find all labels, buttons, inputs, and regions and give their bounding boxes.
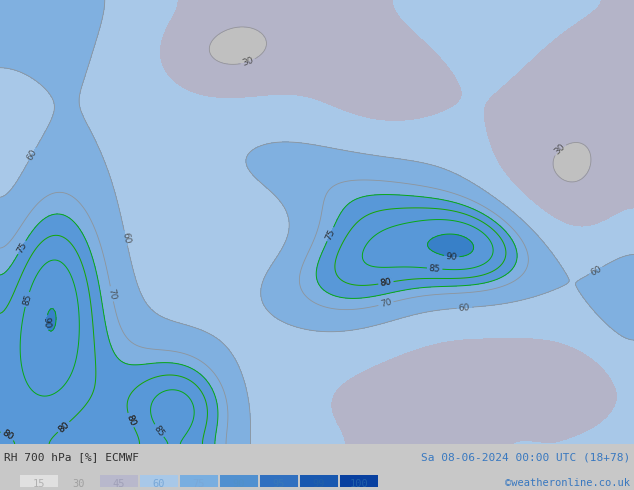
Text: 80: 80 (124, 413, 137, 427)
Text: 80: 80 (56, 420, 71, 434)
Text: 60: 60 (458, 303, 470, 313)
Text: 85: 85 (22, 293, 33, 306)
Text: 90: 90 (233, 479, 245, 489)
Text: 90: 90 (446, 252, 458, 262)
Text: ©weatheronline.co.uk: ©weatheronline.co.uk (505, 478, 630, 488)
Bar (20, 475, 58, 487)
Text: 30: 30 (552, 142, 567, 157)
Text: 15: 15 (33, 479, 45, 489)
Text: 70: 70 (107, 287, 117, 300)
Bar (140, 475, 178, 487)
Text: 80: 80 (380, 277, 392, 288)
Text: 30: 30 (241, 56, 255, 68)
Text: 95: 95 (273, 479, 285, 489)
Text: 60: 60 (588, 264, 603, 277)
Text: RH 700 hPa [%] ECMWF: RH 700 hPa [%] ECMWF (4, 452, 139, 463)
Text: 80: 80 (380, 277, 392, 288)
Bar (180, 475, 218, 487)
Text: 75: 75 (15, 240, 29, 254)
Text: 60: 60 (120, 231, 131, 245)
Text: 80: 80 (56, 420, 71, 434)
Bar (300, 475, 338, 487)
Text: 75: 75 (193, 479, 205, 489)
Text: Sa 08-06-2024 00:00 UTC (18+78): Sa 08-06-2024 00:00 UTC (18+78) (421, 452, 630, 463)
Text: 85: 85 (152, 423, 166, 438)
Bar (60, 475, 98, 487)
Bar (100, 475, 138, 487)
Text: 60: 60 (25, 147, 39, 162)
Text: 80: 80 (1, 428, 15, 442)
Text: 60: 60 (153, 479, 165, 489)
Text: 99: 99 (313, 479, 325, 489)
Text: 100: 100 (349, 479, 368, 489)
Text: 85: 85 (429, 264, 441, 273)
Text: 80: 80 (1, 428, 15, 442)
Bar (220, 475, 258, 487)
Text: 80: 80 (124, 413, 137, 427)
Bar (340, 475, 378, 487)
Text: 90: 90 (42, 317, 51, 329)
Text: 75: 75 (324, 227, 337, 242)
Text: 45: 45 (113, 479, 126, 489)
Text: 30: 30 (73, 479, 85, 489)
Text: 70: 70 (379, 298, 392, 309)
Bar (260, 475, 298, 487)
